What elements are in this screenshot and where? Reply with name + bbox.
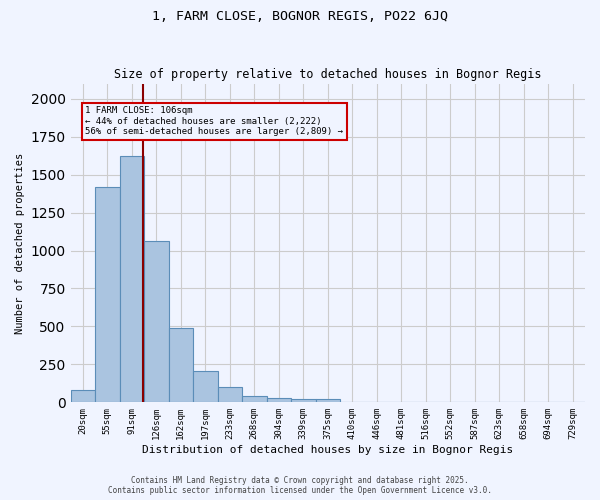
Bar bbox=[119, 156, 144, 402]
Bar bbox=[266, 398, 291, 402]
Title: Size of property relative to detached houses in Bognor Regis: Size of property relative to detached ho… bbox=[114, 68, 542, 81]
X-axis label: Distribution of detached houses by size in Bognor Regis: Distribution of detached houses by size … bbox=[142, 445, 514, 455]
Text: 1, FARM CLOSE, BOGNOR REGIS, PO22 6JQ: 1, FARM CLOSE, BOGNOR REGIS, PO22 6JQ bbox=[152, 10, 448, 23]
Bar bbox=[71, 390, 95, 402]
Y-axis label: Number of detached properties: Number of detached properties bbox=[15, 152, 25, 334]
Text: 1 FARM CLOSE: 106sqm
← 44% of detached houses are smaller (2,222)
56% of semi-de: 1 FARM CLOSE: 106sqm ← 44% of detached h… bbox=[85, 106, 343, 136]
Bar bbox=[291, 400, 316, 402]
Bar bbox=[242, 396, 266, 402]
Bar bbox=[316, 400, 340, 402]
Bar bbox=[193, 371, 218, 402]
Bar bbox=[95, 187, 119, 402]
Text: Contains HM Land Registry data © Crown copyright and database right 2025.
Contai: Contains HM Land Registry data © Crown c… bbox=[108, 476, 492, 495]
Bar bbox=[144, 242, 169, 402]
Bar bbox=[218, 387, 242, 402]
Bar bbox=[169, 328, 193, 402]
